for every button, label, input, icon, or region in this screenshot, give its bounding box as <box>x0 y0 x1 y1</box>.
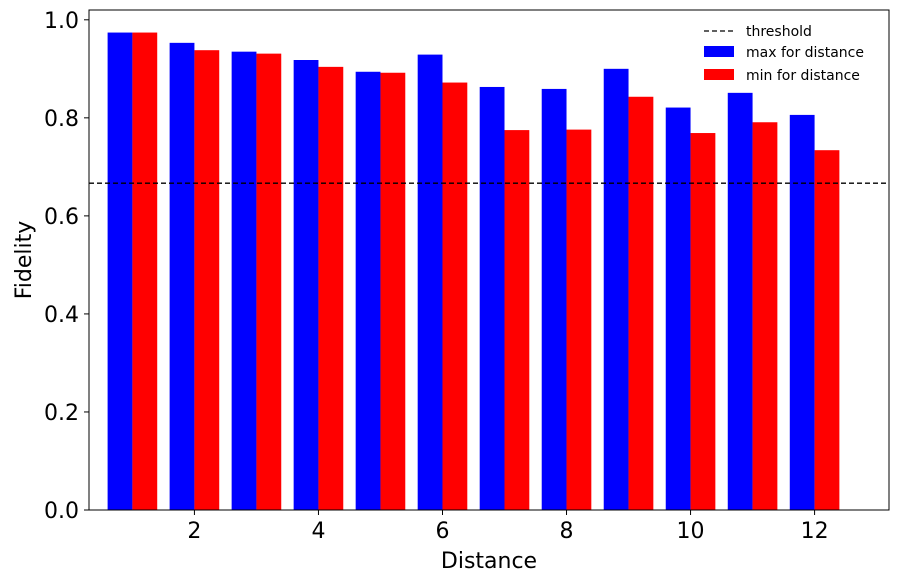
legend-threshold-label: threshold <box>746 24 812 40</box>
x-axis-ticks: 2 4 6 8 10 12 <box>187 510 829 544</box>
x-tick-label: 8 <box>560 519 574 544</box>
min-bar-2 <box>194 50 220 511</box>
y-tick-label: 0.0 <box>44 499 79 524</box>
min-bar-6 <box>442 82 468 511</box>
max-bar-3 <box>231 51 257 511</box>
min-bar-11 <box>752 122 778 510</box>
min-bar-3 <box>256 53 282 511</box>
y-axis-title: Fidelity <box>12 221 37 300</box>
y-axis-ticks: 0.0 0.2 0.4 0.6 0.8 1.0 <box>44 9 89 524</box>
min-bar-1 <box>132 32 158 511</box>
x-tick-label: 6 <box>435 519 449 544</box>
legend-max-label: max for distance <box>746 45 864 61</box>
max-bar-5 <box>355 71 381 510</box>
min-bar-5 <box>380 72 406 511</box>
min-bar-7 <box>504 130 530 511</box>
max-bar-8 <box>541 88 567 510</box>
y-tick-label: 0.4 <box>44 303 79 328</box>
legend-min-swatch <box>704 69 734 80</box>
max-bar-10 <box>665 107 691 511</box>
max-bar-7 <box>479 86 505 510</box>
x-tick-label: 4 <box>311 519 325 544</box>
y-tick-label: 0.8 <box>44 107 79 132</box>
max-bar-1 <box>107 32 133 511</box>
y-tick-label: 0.2 <box>44 401 79 426</box>
min-bar-9 <box>628 96 654 510</box>
min-bar-12 <box>814 150 840 510</box>
legend-max-swatch <box>704 46 734 57</box>
max-bar-9 <box>603 68 629 510</box>
min-bar-8 <box>566 129 592 510</box>
y-tick-label: 0.6 <box>44 205 79 230</box>
y-tick-label: 1.0 <box>44 9 79 34</box>
x-tick-label: 10 <box>677 519 705 544</box>
plot-frame <box>88 9 890 511</box>
x-axis-title: Distance <box>441 549 537 574</box>
min-bar-10 <box>690 133 716 510</box>
max-bar-11 <box>727 92 753 510</box>
bars-layer <box>107 32 840 511</box>
legend: threshold max for distance min for dista… <box>704 24 864 84</box>
max-bar-4 <box>293 60 319 510</box>
min-bar-4 <box>318 66 344 511</box>
x-tick-label: 12 <box>801 519 829 544</box>
max-bar-2 <box>169 42 195 510</box>
x-tick-label: 2 <box>187 519 201 544</box>
max-bar-6 <box>417 54 443 510</box>
max-bar-12 <box>789 114 815 510</box>
legend-min-label: min for distance <box>746 68 860 84</box>
